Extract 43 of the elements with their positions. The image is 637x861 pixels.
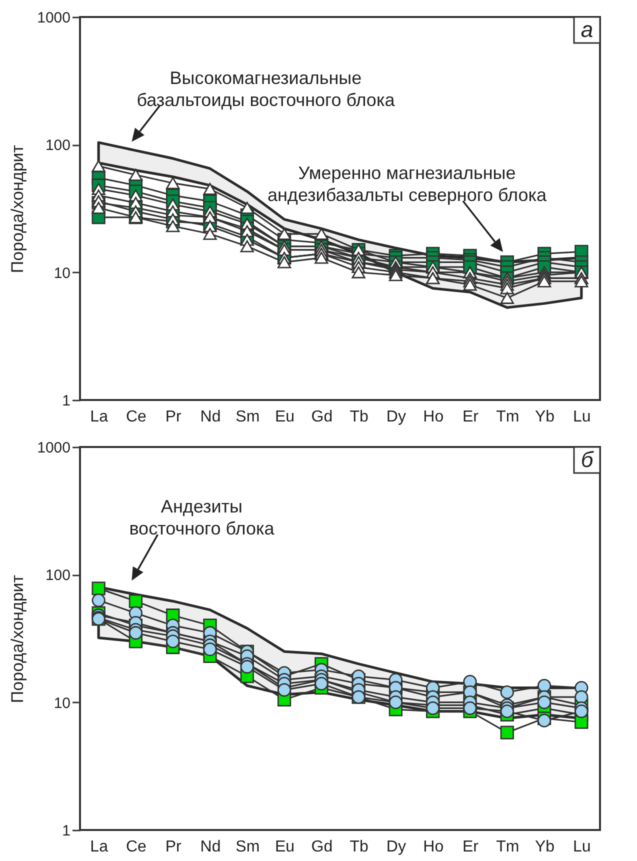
y-tick-label: 100 <box>45 137 70 154</box>
x-tick-label: Ce <box>126 838 147 856</box>
x-tick-label: Er <box>462 408 480 426</box>
y-tick-label: 10 <box>54 264 70 282</box>
y-tick-label: 1000 <box>37 440 70 456</box>
x-tick-label: Lu <box>573 838 591 856</box>
annotation: Высокомагнезиальные базальтоиды восточного блока <box>136 68 396 110</box>
y-tick-label: 1 <box>62 392 70 410</box>
y-tick-label: 10 <box>54 694 70 712</box>
x-tick-label: Tb <box>350 838 369 856</box>
x-tick-label: Gd <box>311 408 333 426</box>
x-tick-label: Pr <box>165 408 182 426</box>
x-tick-label: Yb <box>534 838 555 856</box>
y-tick-label: 100 <box>45 567 70 584</box>
annotation: б <box>580 447 595 472</box>
x-tick-label: Tb <box>350 408 369 426</box>
annotation: Умеренно магнезиальные андезибазальты северного блока <box>267 163 548 205</box>
x-tick-label: Eu <box>274 408 295 426</box>
annotation: а <box>580 17 594 42</box>
x-tick-label: Tm <box>496 838 520 856</box>
x-tick-label: Eu <box>274 838 295 856</box>
x-tick-label: Pr <box>165 838 182 856</box>
x-tick-label: Dy <box>386 838 406 856</box>
x-tick-label: Sm <box>236 838 260 856</box>
x-tick-label: Ce <box>126 408 147 426</box>
x-tick-label: La <box>90 408 108 426</box>
y-axis-title: Порода/хондрит <box>8 574 28 704</box>
x-tick-label: Ho <box>423 408 444 426</box>
y-tick-label: 1 <box>62 822 70 840</box>
annotation: Андезиты восточного блока <box>129 496 276 539</box>
x-tick-label: Yb <box>534 408 555 426</box>
x-tick-label: Gd <box>311 838 333 856</box>
x-tick-label: Ho <box>423 838 444 856</box>
x-tick-label: Lu <box>573 408 591 426</box>
x-tick-label: Sm <box>236 408 260 426</box>
x-tick-label: Dy <box>386 408 406 426</box>
x-tick-label: Tm <box>496 408 520 426</box>
x-tick-label: Nd <box>200 838 221 856</box>
x-tick-label: La <box>90 838 108 856</box>
y-tick-label: 1000 <box>37 10 70 26</box>
y-axis-title: Порода/хондрит <box>8 144 28 274</box>
x-tick-label: Nd <box>200 408 221 426</box>
x-tick-label: Er <box>462 838 480 856</box>
